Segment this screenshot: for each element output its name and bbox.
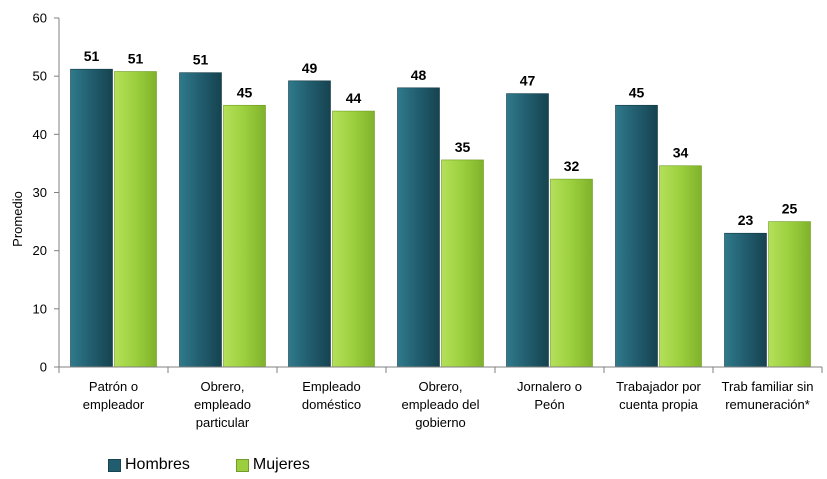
bar-hombres [724, 232, 767, 368]
y-tick-label: 10 [33, 301, 47, 316]
bar-hombres [397, 87, 440, 368]
legend-item-mujeres: Mujeres [235, 456, 310, 474]
x-category-label: Empleado doméstico [302, 379, 361, 412]
legend-label-hombres: Hombres [125, 456, 190, 473]
bar-mujeres [332, 110, 375, 368]
data-label-hombres: 48 [411, 67, 427, 83]
legend: Hombres Mujeres [108, 456, 356, 474]
y-tick-label: 40 [33, 127, 47, 142]
y-tick-label: 60 [33, 11, 47, 26]
y-tick-label: 20 [33, 243, 47, 258]
legend-swatch-hombres [108, 458, 121, 472]
bar-hombres [70, 68, 113, 368]
data-label-mujeres: 32 [564, 158, 580, 174]
bar-hombres [288, 80, 331, 368]
bar-hombres [506, 93, 549, 368]
legend-item-hombres: Hombres [108, 456, 190, 474]
data-label-mujeres: 34 [673, 145, 689, 161]
bar-mujeres [223, 104, 266, 368]
bar-mujeres [768, 221, 811, 368]
y-tick-label: 0 [40, 360, 47, 375]
y-axis: 0 10 20 30 40 50 60 [33, 11, 60, 375]
y-tick-label: 50 [33, 69, 47, 84]
data-label-mujeres: 44 [346, 90, 362, 106]
data-label-mujeres: 51 [128, 51, 144, 67]
data-label-hombres: 47 [520, 73, 536, 89]
x-axis: Patrón o empleador Obrero, empleado particul… [58, 366, 823, 430]
bar-hombres [179, 72, 222, 368]
x-category-label: Jornalero o Peón [517, 379, 582, 412]
x-category-label: Trab familiar sin remuneración* [722, 379, 814, 412]
data-label-hombres: 49 [302, 60, 318, 76]
data-label-mujeres: 35 [455, 139, 471, 155]
bar-chart: Promedio 0 10 20 30 40 50 60 51 51 51 45 49 44 48 35 4… [10, 11, 823, 430]
x-category-label: Patrón o empleador [83, 379, 145, 412]
data-label-hombres: 45 [629, 84, 645, 100]
legend-swatch-mujeres [235, 458, 249, 472]
x-category-label: Trabajador por cuenta propia [616, 379, 701, 412]
bar-mujeres [550, 178, 593, 368]
bar-mujeres [114, 71, 157, 368]
data-label-hombres: 23 [738, 212, 754, 228]
legend-label-mujeres: Mujeres [252, 456, 310, 473]
bar-mujeres [441, 159, 484, 368]
data-label-hombres: 51 [193, 52, 209, 68]
data-label-mujeres: 25 [782, 201, 798, 217]
x-category-label: Obrero, empleado del gobierno [401, 379, 479, 430]
y-tick-label: 30 [33, 185, 47, 200]
x-category-label: Obrero, empleado particular [194, 379, 251, 430]
data-label-hombres: 51 [84, 48, 100, 64]
y-axis-title: Promedio [10, 191, 25, 247]
bars: 51 51 51 45 49 44 48 35 47 32 45 34 23 25 [70, 48, 811, 368]
bar-hombres [615, 104, 658, 368]
data-label-mujeres: 45 [237, 84, 253, 100]
bar-mujeres [659, 165, 702, 368]
